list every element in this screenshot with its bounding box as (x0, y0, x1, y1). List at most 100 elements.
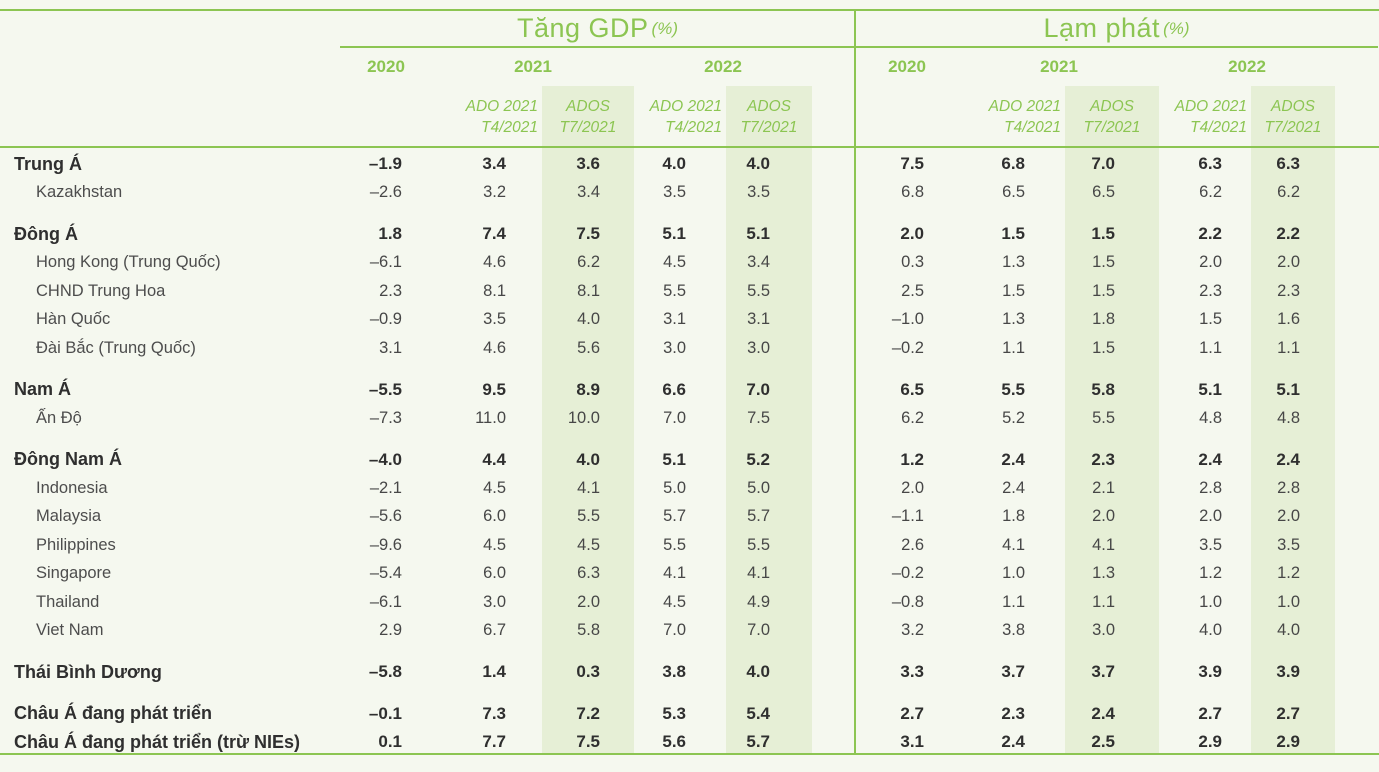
value-inflation-2022-ados: 1.0 (1277, 592, 1300, 611)
value-inflation-2022-ados: 4.0 (1277, 621, 1300, 640)
row-label: Châu Á đang phát triển (trừ NIEs) (14, 731, 301, 752)
value-gdp-2022-ados: 5.5 (747, 281, 770, 300)
table-row: Indonesia –2.1 4.5 4.1 5.0 5.0 2.0 2.4 2… (0, 474, 1379, 503)
subheader-inflation-2021-ados: ADOS T7/2021 (1065, 86, 1159, 146)
value-inflation-2020: 0.3 (901, 253, 924, 272)
value-gdp-2022-ado: 7.0 (663, 621, 686, 640)
value-inflation-2022-ado: 1.5 (1199, 310, 1222, 329)
value-inflation-2021-ados: 7.0 (1091, 154, 1115, 174)
value-inflation-2022-ados: 5.1 (1276, 379, 1300, 399)
value-gdp-2020: 2.3 (379, 281, 402, 300)
value-gdp-2022-ado: 4.1 (663, 564, 686, 583)
column-gap (812, 446, 855, 475)
right-margin (1335, 700, 1378, 729)
value-gdp-2021-ado: 7.4 (482, 224, 506, 244)
value-gdp-2022-ados: 4.9 (747, 592, 770, 611)
table-row: Đài Bắc (Trung Quốc) 3.1 4.6 5.6 3.0 3.0… (0, 334, 1379, 363)
value-gdp-2020: –4.0 (368, 449, 402, 469)
table-row: Thái Bình Dương –5.8 1.4 0.3 3.8 4.0 3.3… (0, 658, 1379, 687)
value-gdp-2022-ado: 3.0 (663, 338, 686, 357)
value-inflation-2022-ado: 2.2 (1198, 224, 1222, 244)
table-row: Đông Nam Á –4.0 4.4 4.0 5.1 5.2 1.2 2.4 … (0, 446, 1379, 475)
inflation-year-2022: 2022 (1228, 57, 1266, 76)
value-gdp-2020: –2.6 (369, 183, 402, 202)
value-inflation-2021-ado: 2.4 (1001, 449, 1025, 469)
value-gdp-2020: –5.6 (369, 507, 402, 526)
value-inflation-2022-ados: 2.0 (1277, 253, 1300, 272)
value-inflation-2022-ados: 3.9 (1276, 662, 1300, 682)
value-gdp-2022-ado: 5.6 (662, 732, 686, 752)
value-gdp-2020: 2.9 (379, 621, 402, 640)
value-gdp-2022-ado: 3.8 (662, 662, 686, 682)
subheader-line2: T4/2021 (1190, 119, 1247, 137)
row-label: Malaysia (36, 507, 102, 526)
value-inflation-2021-ados: 1.5 (1092, 338, 1115, 357)
highlight-band-gdp-2022-ados (726, 86, 812, 753)
value-gdp-2022-ado: 6.6 (662, 379, 686, 399)
row-label: Singapore (36, 564, 112, 583)
value-inflation-2022-ados: 2.0 (1277, 507, 1300, 526)
row-label: CHND Trung Hoa (36, 281, 166, 300)
table-row: Đông Á 1.8 7.4 7.5 5.1 5.1 2.0 1.5 1.5 2… (0, 220, 1379, 249)
value-inflation-2020: 2.7 (900, 703, 924, 723)
value-gdp-2022-ados: 4.0 (746, 154, 770, 174)
value-inflation-2021-ado: 2.3 (1001, 703, 1025, 723)
value-gdp-2020: –5.8 (368, 662, 402, 682)
value-gdp-2021-ados: 4.0 (577, 310, 600, 329)
value-gdp-2022-ados: 5.7 (746, 732, 770, 752)
value-gdp-2021-ado: 4.5 (483, 535, 506, 554)
value-inflation-2021-ados: 5.8 (1091, 379, 1115, 399)
value-inflation-2022-ado: 3.9 (1198, 662, 1222, 682)
value-gdp-2020: –9.6 (369, 535, 402, 554)
value-gdp-2020: 1.8 (378, 224, 402, 244)
value-gdp-2020: –5.5 (368, 379, 402, 399)
value-gdp-2021-ado: 8.1 (483, 281, 506, 300)
row-label: Thái Bình Dương (14, 661, 162, 682)
value-gdp-2021-ados: 5.5 (577, 507, 600, 526)
value-gdp-2021-ados: 7.5 (576, 732, 600, 752)
column-gap (812, 588, 855, 617)
value-inflation-2022-ados: 6.2 (1277, 183, 1300, 202)
row-label: Đông Á (14, 223, 78, 244)
value-inflation-2020: 6.2 (901, 408, 924, 427)
row-label: Thailand (36, 592, 100, 611)
value-inflation-2022-ado: 6.2 (1199, 183, 1222, 202)
value-inflation-2021-ados: 2.1 (1092, 478, 1115, 497)
value-gdp-2022-ados: 7.0 (747, 621, 770, 640)
value-inflation-2020: 2.0 (900, 224, 924, 244)
gdp-title-unit: (%) (651, 19, 678, 38)
value-inflation-2021-ados: 1.5 (1092, 281, 1115, 300)
value-gdp-2022-ados: 7.0 (746, 379, 770, 399)
subheader-line2: T4/2021 (481, 119, 538, 137)
value-inflation-2022-ado: 6.3 (1198, 154, 1222, 174)
value-inflation-2020: 1.2 (900, 449, 924, 469)
value-inflation-2021-ado: 4.1 (1002, 535, 1025, 554)
value-gdp-2022-ado: 4.0 (662, 154, 686, 174)
value-inflation-2021-ado: 1.3 (1002, 310, 1025, 329)
highlight-band-gdp-2021-ados (542, 86, 634, 753)
right-margin (1335, 617, 1378, 646)
value-gdp-2022-ado: 5.1 (662, 224, 686, 244)
value-gdp-2021-ado: 7.7 (482, 732, 506, 752)
value-inflation-2020: 6.5 (900, 379, 924, 399)
value-gdp-2021-ados: 7.5 (576, 224, 600, 244)
value-gdp-2020: 0.1 (378, 732, 402, 752)
value-inflation-2021-ados: 3.0 (1092, 621, 1115, 640)
value-inflation-2020: –0.2 (891, 338, 924, 357)
value-gdp-2022-ado: 5.0 (663, 478, 686, 497)
value-gdp-2022-ados: 4.1 (747, 564, 770, 583)
right-margin (1335, 277, 1378, 306)
gdp-title-text: Tăng GDP (516, 12, 649, 43)
value-gdp-2021-ados: 8.1 (577, 281, 600, 300)
value-inflation-2021-ados: 2.0 (1092, 507, 1115, 526)
value-gdp-2022-ados: 5.1 (746, 224, 770, 244)
value-inflation-2022-ados: 2.3 (1277, 281, 1300, 300)
table-row: Châu Á đang phát triển –0.1 7.3 7.2 5.3 … (0, 700, 1379, 729)
right-margin (1335, 179, 1378, 208)
row-label: Đài Bắc (Trung Quốc) (36, 338, 196, 357)
table-top-rule (0, 9, 1379, 11)
value-inflation-2020: 3.1 (900, 732, 924, 752)
value-gdp-2021-ados: 4.1 (577, 478, 600, 497)
value-inflation-2022-ado: 5.1 (1198, 379, 1222, 399)
row-label: Châu Á đang phát triển (14, 703, 212, 724)
